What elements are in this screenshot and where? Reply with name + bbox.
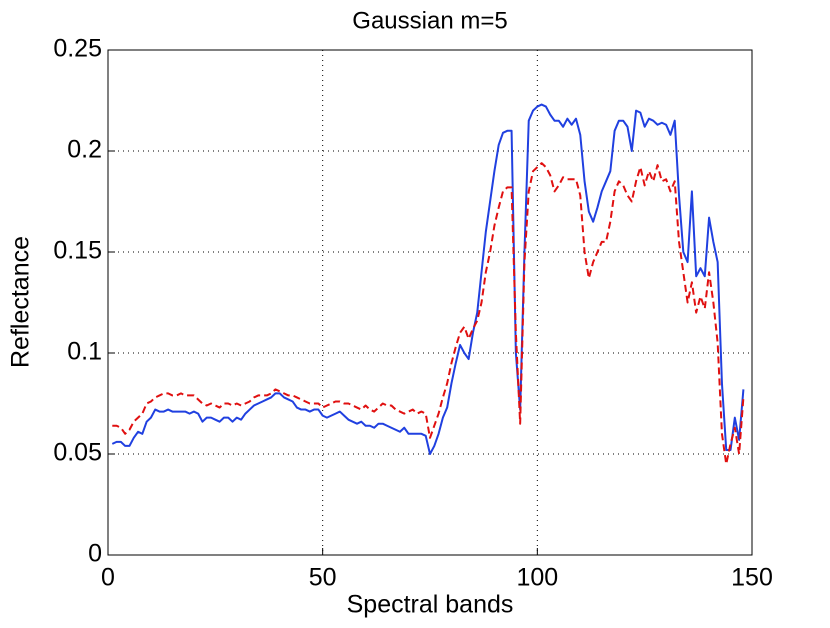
y-tick-label: 0.05 bbox=[53, 439, 102, 467]
line-series bbox=[111, 103, 745, 455]
chart-title: Gaussian m=5 bbox=[352, 7, 507, 34]
y-tick-label: 0.2 bbox=[67, 136, 102, 164]
y-tick-label: 0.25 bbox=[53, 35, 102, 63]
x-axis-label: Spectral bands bbox=[347, 591, 514, 619]
x-tick-label: 150 bbox=[731, 564, 773, 592]
y-axis-label: Reflectance bbox=[7, 236, 35, 368]
x-tick-label: 0 bbox=[101, 564, 115, 592]
y-tick-label: 0 bbox=[88, 540, 102, 568]
y-tick-label: 0.1 bbox=[67, 338, 102, 366]
y-tick-label: 0.15 bbox=[53, 237, 102, 265]
plot-frame bbox=[107, 49, 753, 556]
x-tick-label: 100 bbox=[516, 564, 558, 592]
line-series bbox=[112, 162, 745, 466]
x-tick-label: 50 bbox=[309, 564, 337, 592]
